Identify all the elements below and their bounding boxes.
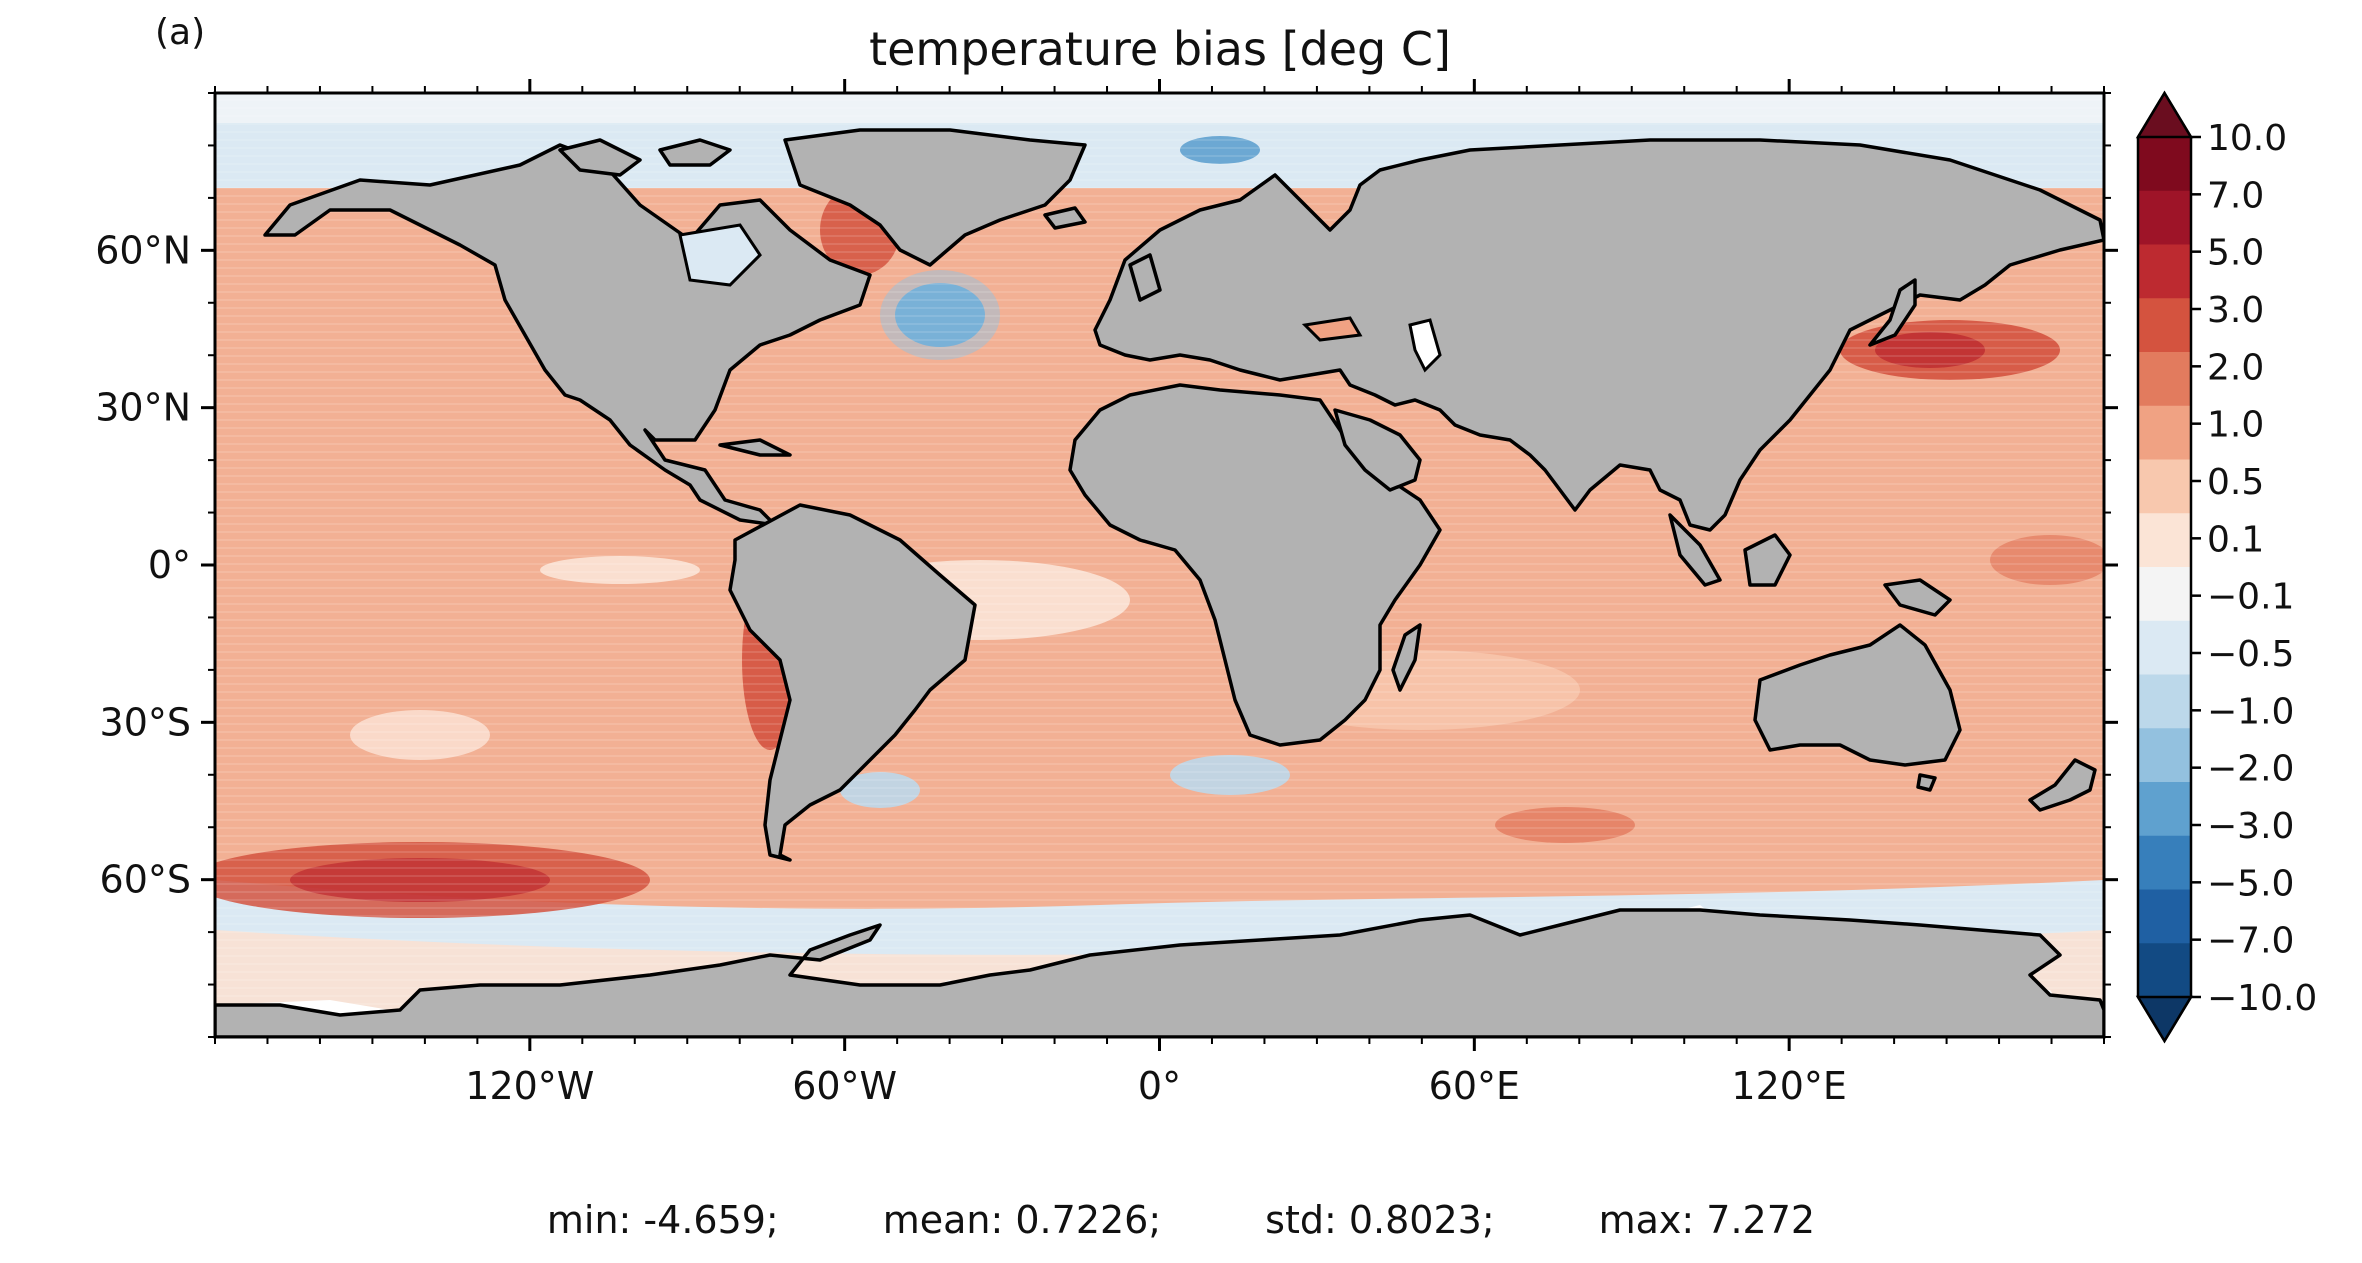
colorbar-segment: [2138, 137, 2191, 192]
colorbar-segment: [2138, 459, 2191, 514]
colorbar-segment: [2138, 782, 2191, 837]
stat-mean: mean: 0.7226;: [882, 1198, 1162, 1242]
borneo: [1743, 533, 1792, 587]
iceland: [1043, 206, 1087, 230]
colorbar-label: −3.0: [2207, 806, 2294, 847]
new-zealand: [2028, 758, 2097, 812]
canadian-archipelago: [558, 138, 642, 177]
stat-min: min: -4.659;: [546, 1198, 779, 1242]
uk: [1128, 253, 1162, 302]
colorbar-segment: [2138, 567, 2191, 622]
colorbar-segment: [2138, 405, 2191, 460]
panel-label: (a): [155, 12, 206, 53]
stat-max: max: 7.272: [1598, 1198, 1816, 1242]
africa: [1068, 383, 1442, 747]
lon-tick-label: 120°E: [1731, 1064, 1847, 1108]
lon-tick-label: 120°W: [465, 1064, 594, 1108]
colorbar: 10.0 7.0 5.0 3.0 2.0 1.0 0.5 0.1 −0.1 −0.5 −1.0 −2.…: [2135, 90, 2317, 1044]
colorbar-extend-max: [2135, 90, 2194, 139]
longitude-ticks: 120°W 60°W 0° 60°E 120°E: [214, 79, 2105, 1108]
land: [215, 128, 2104, 1037]
colorbar-extend-min: [2135, 995, 2194, 1044]
colorbar-segment: [2138, 674, 2191, 729]
tasmania: [1916, 773, 1937, 792]
lat-tick-label: 60°S: [100, 858, 191, 902]
colorbar-label: 5.0: [2207, 233, 2264, 274]
colorbar-segment: [2138, 244, 2191, 299]
colorbar-segment: [2138, 352, 2191, 407]
lat-tick-label: 30°S: [100, 700, 191, 744]
europe-asia: [1093, 138, 2104, 532]
colorbar-label: 2.0: [2207, 347, 2264, 388]
colorbar-segment: [2138, 513, 2191, 568]
colorbar-segment: [2138, 889, 2191, 944]
colorbar-label: 7.0: [2207, 175, 2264, 216]
colorbar-segment: [2138, 190, 2191, 245]
colorbar-label: −0.5: [2207, 634, 2294, 675]
colorbar-segment: [2138, 728, 2191, 783]
australia: [1753, 623, 1962, 767]
sumatra: [1668, 513, 1722, 587]
greenland: [783, 128, 1087, 267]
map-area: [215, 93, 2104, 1037]
map-title: temperature bias [deg C]: [869, 22, 1451, 76]
colorbar-segment: [2138, 620, 2191, 675]
colorbar-label: −1.0: [2207, 691, 2294, 732]
lon-tick-label: 0°: [1138, 1064, 1181, 1108]
lat-tick-label: 60°N: [95, 228, 191, 272]
new-guinea: [1883, 578, 1952, 617]
south-america: [728, 503, 977, 862]
colorbar-label: 0.1: [2207, 519, 2264, 560]
colorbar-label: −5.0: [2207, 863, 2294, 904]
colorbar-label: 3.0: [2207, 290, 2264, 331]
lat-tick-label: 0°: [148, 543, 191, 587]
colorbar-label: −0.1: [2207, 577, 2294, 618]
cuba: [718, 438, 792, 457]
antarctica: [215, 908, 2104, 1037]
japan: [1868, 278, 1917, 347]
colorbar-label: 0.5: [2207, 462, 2264, 503]
lat-tick-label: 30°N: [95, 386, 191, 430]
lon-tick-label: 60°W: [792, 1064, 897, 1108]
colorbar-segment: [2138, 835, 2191, 890]
latitude-ticks: 60°N 30°N 0° 30°S 60°S: [95, 92, 2118, 1038]
colorbar-label: 10.0: [2207, 118, 2287, 159]
colorbar-label: −10.0: [2207, 978, 2317, 1019]
lon-tick-label: 60°E: [1429, 1064, 1520, 1108]
colorbar-label: 1.0: [2207, 405, 2264, 446]
stats-line: min: -4.659; mean: 0.7226; std: 0.8023; max…: [0, 1198, 2362, 1242]
colorbar-label: −2.0: [2207, 749, 2294, 790]
colorbar-segment: [2138, 298, 2191, 353]
madagascar: [1391, 623, 1422, 692]
colorbar-label: −7.0: [2207, 921, 2294, 962]
stat-std: std: 0.8023;: [1265, 1198, 1495, 1242]
arabia: [1333, 408, 1422, 492]
colorbar-segment: [2138, 943, 2191, 998]
